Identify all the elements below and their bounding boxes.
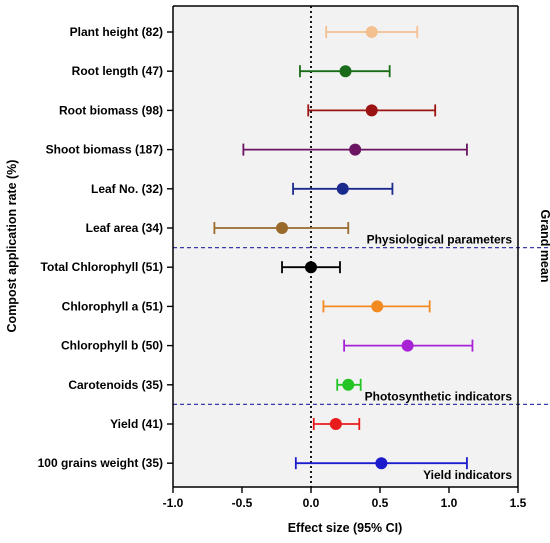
effect-point: [365, 104, 378, 117]
row-label: Plant height (82): [70, 25, 163, 39]
effect-point: [349, 143, 362, 156]
forest-row: Chlorophyll a (51): [62, 299, 431, 313]
group-label: Yield indicators: [423, 468, 512, 482]
y-axis-title: Compost application rate (%): [5, 160, 19, 333]
effect-point: [375, 457, 388, 470]
effect-point: [401, 339, 414, 352]
right-axis-title: Grand mean: [538, 210, 550, 283]
x-axis-title: Effect size (95% CI): [288, 521, 403, 535]
effect-point: [371, 300, 384, 313]
row-label: Leaf No. (32): [91, 182, 163, 196]
row-label: Chlorophyll a (51): [62, 299, 163, 313]
forest-row: Leaf No. (32): [91, 182, 394, 196]
x-tick-label: 1.0: [441, 496, 458, 510]
forest-row: Plant height (82): [70, 25, 419, 39]
row-label: Root length (47): [72, 64, 163, 78]
plot-background: [173, 6, 518, 487]
effect-point: [342, 378, 355, 391]
group-label: Photosynthetic indicators: [365, 389, 513, 403]
effect-point: [305, 261, 317, 274]
row-label: Root biomass (98): [59, 103, 163, 117]
row-label: Leaf area (34): [86, 221, 163, 235]
forest-row: Chlorophyll b (50): [61, 339, 474, 353]
x-tick-label: 0.0: [303, 496, 320, 510]
effect-point: [329, 418, 342, 430]
x-tick-label: -0.5: [232, 496, 253, 510]
x-tick-label: -1.0: [163, 496, 184, 510]
forest-row: Total Chlorophyll (51): [41, 260, 341, 274]
forest-row: Shoot biomass (187): [46, 143, 468, 157]
effect-point: [336, 182, 349, 195]
x-tick-label: 1.5: [510, 496, 527, 510]
effect-point: [276, 222, 289, 234]
row-label: Carotenoids (35): [68, 378, 163, 392]
row-label: 100 grains weight (35): [38, 456, 163, 470]
row-label: Shoot biomass (187): [46, 143, 163, 157]
x-tick-label: 0.5: [372, 496, 389, 510]
row-label: Chlorophyll b (50): [61, 339, 163, 353]
row-label: Yield (41): [110, 417, 163, 431]
group-label: Physiological parameters: [367, 233, 513, 247]
forest-row: Yield (41): [110, 417, 361, 431]
forest-row: 100 grains weight (35): [38, 456, 468, 470]
forest-row: Leaf area (34): [86, 221, 350, 235]
effect-point: [365, 26, 378, 38]
forest-row: Root biomass (98): [59, 103, 437, 117]
row-label: Total Chlorophyll (51): [41, 260, 163, 274]
effect-point: [339, 65, 352, 78]
forest-row: Carotenoids (35): [68, 378, 362, 392]
forest-row: Root length (47): [72, 64, 391, 78]
